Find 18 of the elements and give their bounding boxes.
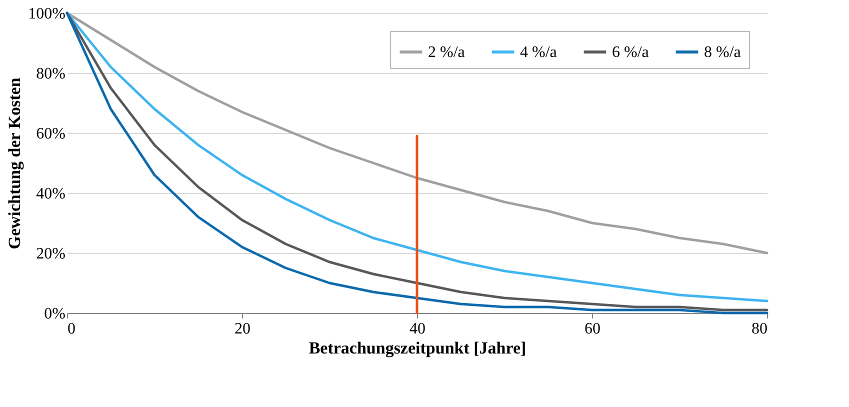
x-tick-label: 0 [68,320,76,338]
legend-label: 4 %/a [520,44,557,61]
y-tick-label: 40% [36,186,66,202]
y-tick-label: 60% [36,126,66,142]
legend-label: 6 %/a [612,44,649,61]
x-axis-title: Betrachungszeitpunkt [Jahre] [308,338,526,358]
line-series [66,12,768,254]
y-tick-label: 20% [36,246,66,262]
x-tick-label: 40 [410,320,426,338]
y-tick-label: 80% [36,66,66,82]
y-tick-label: 100% [28,6,66,22]
y-axis-title: Gewichtung der Kosten [5,77,24,250]
x-tick-label: 20 [234,320,250,338]
legend-label: 8 %/a [704,44,741,61]
y-tick-label: 0% [44,306,66,322]
x-tick-label: 80 [752,320,768,338]
legend-label: 2 %/a [428,44,465,61]
x-tick-label: 60 [584,320,600,338]
